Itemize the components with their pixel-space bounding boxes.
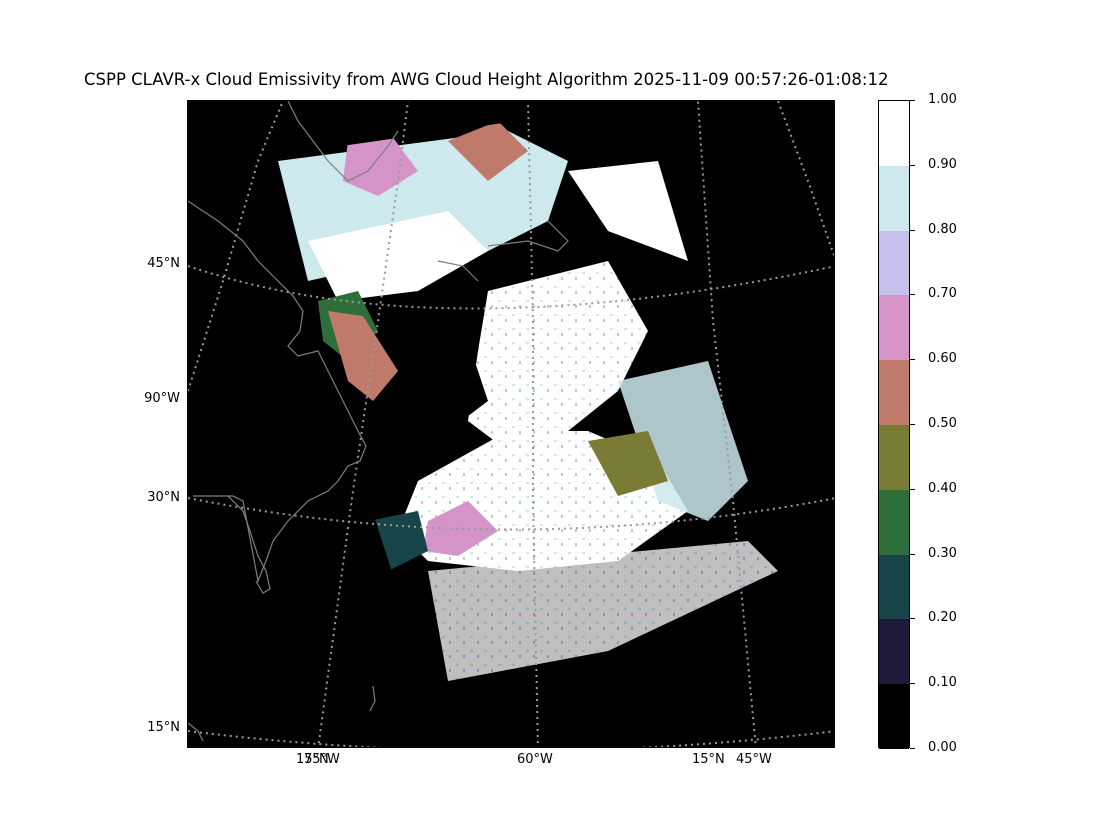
lat-label-15n: 15°N [147,720,180,735]
colorbar-tick-label: 0.40 [928,480,957,496]
cloud-band-center [468,261,648,451]
clear-ocean-hole [398,331,488,431]
colorbar-segment [879,619,909,685]
colorbar-tick [910,164,915,166]
colorbar-tick [910,618,915,620]
cloud-band-right-top [568,161,688,261]
cloud-olive-patch [588,431,668,496]
colorbar-segment [879,165,909,232]
colorbar-tick-label: 0.10 [928,675,957,691]
bottom-label-45w: 45°W [736,752,772,767]
bottom-label-60w: 60°W [517,752,553,767]
bottom-label-15n-b: 15°N [692,752,725,767]
colorbar-tick-label: 0.30 [928,545,957,561]
colorbar-tick [910,683,915,685]
colorbar-segment [879,360,909,426]
colorbar-tick [910,748,915,749]
colorbar-segment [879,684,909,750]
colorbar-segment [879,554,909,620]
cloud-scatter-east [618,361,748,521]
bottom-label-15n-a: 15°N [296,752,329,767]
bottom-label-75w: 75°W [304,752,340,767]
colorbar-tick [910,229,915,231]
colorbar-tick-label: 0.60 [928,351,957,367]
colorbar-segment [879,425,909,491]
cloud-pink-south [423,501,498,556]
cloud-scatter-south [428,541,778,681]
colorbar-segment [879,489,909,556]
colorbar-tick-label: 0.20 [928,610,957,626]
colorbar-tick-label: 0.00 [928,740,957,755]
cloud-magenta-ne2 [448,121,528,181]
colorbar-tick-label: 0.50 [928,416,957,431]
graticule [188,101,834,747]
colorbar-tick-label: 0.90 [928,156,957,172]
satellite-swath [271,101,781,691]
colorbar-tick [910,424,915,425]
colorbar-tick [910,100,915,101]
map-panel [187,100,835,748]
colorbar-tick [910,294,915,296]
colorbar-segment [879,295,909,361]
lat-label-45n: 45°N [147,256,180,271]
lon-label-90w: 90°W [144,391,180,406]
cloud-red-edges [328,311,398,401]
cloud-magenta-ne [343,131,418,196]
colorbar-tick [910,553,915,555]
colorbar-tick-label: 1.00 [928,92,957,107]
colorbar-segment [879,101,909,167]
cloud-mass-north-white [308,211,488,301]
colorbar [878,100,910,750]
lat-label-30n: 30°N [147,490,180,505]
colorbar-tick-label: 0.70 [928,286,957,302]
chart-title: CSPP CLAVR-x Cloud Emissivity from AWG C… [84,70,889,89]
map-svg [188,101,834,747]
colorbar-tick-label: 0.80 [928,221,957,237]
colorbar-tick [910,359,915,361]
colorbar-tick [910,488,915,490]
colorbar-segment [879,230,909,296]
coastline [188,101,569,742]
